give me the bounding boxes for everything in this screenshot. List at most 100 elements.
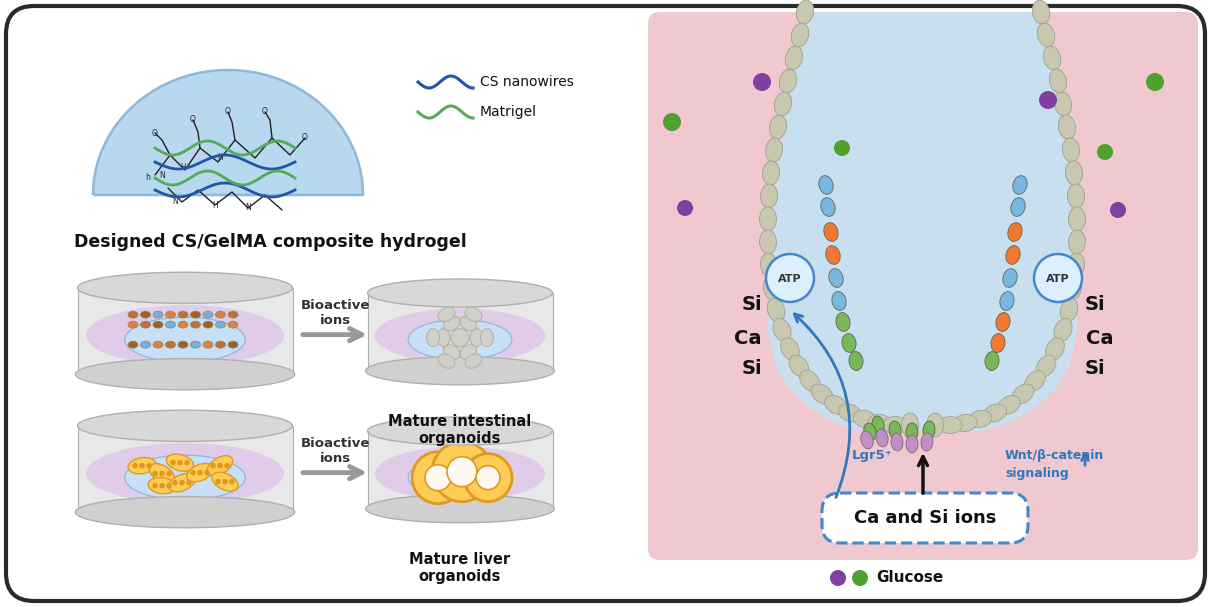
Ellipse shape bbox=[166, 341, 176, 348]
Text: Mature intestinal
organoids: Mature intestinal organoids bbox=[389, 414, 532, 446]
Ellipse shape bbox=[203, 341, 213, 348]
Text: Bioactive
ions: Bioactive ions bbox=[300, 436, 369, 464]
Ellipse shape bbox=[906, 423, 918, 441]
Ellipse shape bbox=[216, 291, 225, 298]
Text: N: N bbox=[245, 203, 251, 212]
Text: O: O bbox=[153, 129, 157, 138]
Ellipse shape bbox=[923, 421, 935, 439]
Ellipse shape bbox=[868, 415, 893, 432]
Circle shape bbox=[229, 479, 235, 484]
Ellipse shape bbox=[465, 307, 482, 322]
Ellipse shape bbox=[763, 161, 780, 185]
Ellipse shape bbox=[207, 456, 233, 475]
Ellipse shape bbox=[438, 354, 455, 368]
Ellipse shape bbox=[203, 311, 213, 318]
Ellipse shape bbox=[190, 311, 201, 318]
Ellipse shape bbox=[470, 328, 483, 347]
Circle shape bbox=[166, 483, 172, 489]
Text: N: N bbox=[172, 197, 178, 206]
Text: ATP: ATP bbox=[779, 274, 802, 284]
Ellipse shape bbox=[821, 198, 836, 216]
Ellipse shape bbox=[998, 396, 1020, 415]
Ellipse shape bbox=[791, 23, 809, 47]
FancyBboxPatch shape bbox=[822, 493, 1028, 543]
Circle shape bbox=[211, 463, 216, 469]
Ellipse shape bbox=[861, 431, 873, 449]
Ellipse shape bbox=[86, 305, 283, 365]
Circle shape bbox=[1039, 91, 1057, 109]
Text: Mature liver
organoids: Mature liver organoids bbox=[409, 552, 511, 585]
FancyBboxPatch shape bbox=[367, 431, 552, 509]
Ellipse shape bbox=[1012, 175, 1027, 194]
Ellipse shape bbox=[178, 341, 188, 348]
Ellipse shape bbox=[1064, 276, 1081, 300]
Text: CS nanowires: CS nanowires bbox=[480, 75, 574, 89]
Ellipse shape bbox=[939, 416, 962, 433]
Text: O: O bbox=[190, 115, 196, 124]
Ellipse shape bbox=[1066, 161, 1083, 185]
Ellipse shape bbox=[828, 269, 843, 287]
Ellipse shape bbox=[761, 253, 777, 277]
Ellipse shape bbox=[78, 272, 293, 304]
Text: Lgr5⁺: Lgr5⁺ bbox=[853, 449, 893, 461]
Ellipse shape bbox=[460, 316, 477, 331]
Ellipse shape bbox=[140, 291, 150, 298]
Circle shape bbox=[853, 570, 868, 586]
Ellipse shape bbox=[228, 321, 239, 328]
Ellipse shape bbox=[797, 0, 814, 24]
Ellipse shape bbox=[836, 313, 850, 331]
FancyBboxPatch shape bbox=[648, 12, 1198, 560]
Circle shape bbox=[159, 471, 165, 476]
Circle shape bbox=[184, 460, 190, 466]
Text: Designed CS/GelMA composite hydrogel: Designed CS/GelMA composite hydrogel bbox=[74, 233, 466, 251]
Ellipse shape bbox=[153, 341, 163, 348]
Ellipse shape bbox=[86, 443, 283, 504]
Ellipse shape bbox=[125, 317, 245, 362]
Polygon shape bbox=[768, 12, 1077, 432]
Circle shape bbox=[147, 463, 151, 469]
Ellipse shape bbox=[1049, 69, 1067, 93]
Ellipse shape bbox=[842, 333, 856, 353]
Ellipse shape bbox=[825, 396, 848, 415]
Ellipse shape bbox=[166, 291, 176, 298]
Ellipse shape bbox=[1045, 337, 1064, 361]
FancyBboxPatch shape bbox=[367, 293, 552, 371]
Ellipse shape bbox=[901, 413, 918, 437]
FancyBboxPatch shape bbox=[6, 6, 1205, 601]
Text: Wnt/β-catenin: Wnt/β-catenin bbox=[1005, 449, 1104, 461]
Ellipse shape bbox=[128, 291, 138, 298]
Ellipse shape bbox=[75, 497, 294, 528]
Ellipse shape bbox=[216, 311, 225, 318]
Ellipse shape bbox=[799, 370, 820, 392]
Text: h: h bbox=[145, 174, 150, 183]
Ellipse shape bbox=[190, 291, 201, 298]
Text: Ca and Si ions: Ca and Si ions bbox=[854, 509, 997, 527]
Circle shape bbox=[197, 470, 202, 475]
Ellipse shape bbox=[790, 355, 809, 377]
Ellipse shape bbox=[366, 495, 555, 523]
Ellipse shape bbox=[1043, 46, 1061, 70]
Text: Si: Si bbox=[741, 359, 762, 378]
Ellipse shape bbox=[443, 316, 460, 331]
Ellipse shape bbox=[1038, 23, 1055, 47]
Text: H: H bbox=[217, 154, 223, 163]
Circle shape bbox=[677, 200, 693, 216]
Ellipse shape bbox=[819, 175, 833, 194]
Ellipse shape bbox=[1054, 319, 1072, 342]
Ellipse shape bbox=[128, 341, 138, 348]
Circle shape bbox=[190, 470, 196, 475]
Circle shape bbox=[159, 483, 165, 489]
Ellipse shape bbox=[178, 291, 188, 298]
Ellipse shape bbox=[178, 311, 188, 318]
Ellipse shape bbox=[153, 291, 163, 298]
Ellipse shape bbox=[75, 359, 294, 390]
Ellipse shape bbox=[773, 319, 791, 342]
Circle shape bbox=[447, 456, 477, 487]
Text: Bioactive
ions: Bioactive ions bbox=[300, 299, 369, 327]
Ellipse shape bbox=[761, 184, 777, 208]
Circle shape bbox=[224, 463, 230, 469]
Circle shape bbox=[476, 466, 500, 490]
Ellipse shape bbox=[854, 410, 877, 428]
Ellipse shape bbox=[228, 311, 239, 318]
Circle shape bbox=[132, 463, 138, 469]
